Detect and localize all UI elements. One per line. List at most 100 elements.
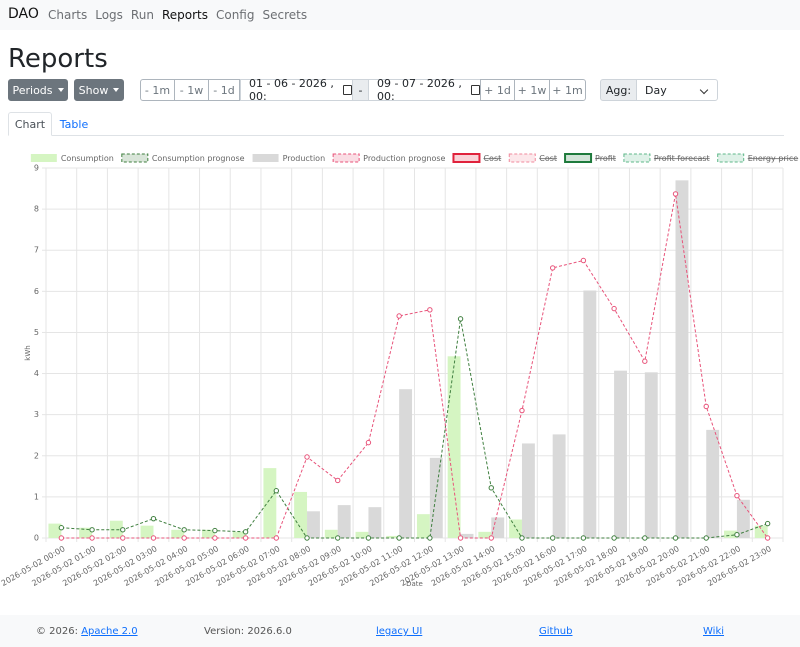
y-tick-label: 0 [34,534,39,543]
legend-item[interactable]: Production [252,154,326,163]
y-tick-label: 4 [34,369,39,378]
legend-item[interactable]: Cost [508,153,557,163]
legend-swatch [564,153,593,163]
point [335,477,341,484]
point [549,265,556,271]
y-tick-label: 7 [34,246,39,255]
legend-item[interactable]: Production prognose [332,153,446,163]
bar [736,499,750,538]
point [519,535,525,541]
bar [675,180,689,539]
brand[interactable]: DAO [8,6,39,22]
legend-item[interactable]: Consumption [30,154,114,163]
periods-button[interactable]: Periods [8,79,68,101]
footer-link: legacy UI [376,626,422,637]
point [672,191,679,197]
version: Version: 2026.6.0 [204,626,292,637]
end-date[interactable]: 09 - 07 - 2026 , 00: [368,77,481,103]
point [365,439,372,446]
legend-label: Consumption prognose [152,154,245,163]
point [58,535,65,541]
forward-button[interactable]: + 1w [514,79,550,101]
point [58,525,65,531]
point [396,313,402,319]
point [335,535,341,541]
license-link[interactable]: Apache 2.0 [81,626,138,637]
point [611,535,617,541]
nav-link[interactable]: Config [215,8,255,22]
nav-link[interactable]: Charts [48,8,88,22]
github-link[interactable]: Github [539,626,573,637]
bar [201,529,215,538]
bar [644,372,658,538]
line [61,318,768,539]
point [427,535,433,541]
legacy-link[interactable]: legacy UI [376,626,423,637]
bar [263,468,277,538]
legend-swatch [332,153,360,163]
point [642,535,648,541]
legend-item[interactable]: Profit [564,153,616,163]
footer: © 2026: Apache 2.0 Version: 2026.6.0 leg… [0,615,800,647]
legend-swatch [508,153,536,163]
calendar-icon [343,85,352,95]
point [488,485,494,491]
bar [355,531,369,538]
bar [706,429,720,538]
legend-label: Profit forecast [654,154,710,163]
agg-select[interactable]: Day [636,79,718,101]
legend-label: Production prognose [363,154,445,163]
bar [324,529,338,538]
legend-swatch [30,154,57,162]
bar [294,491,308,538]
bar [724,530,737,538]
legend-swatch [452,153,481,163]
back-button[interactable]: - 1w [174,79,209,101]
legend-item[interactable]: Consumption prognose [121,153,245,163]
tab[interactable]: Chart [8,112,52,136]
point [764,520,771,527]
bar [140,525,154,538]
point [273,488,280,494]
bar [171,529,185,538]
legend-swatch [717,153,745,163]
bar [614,370,628,538]
agg-label: Agg: [600,79,637,101]
legend-item[interactable]: Energy price [717,153,799,163]
legend-item[interactable]: Profit forecast [623,153,710,163]
back-button[interactable]: - 1m [140,79,175,101]
bar [337,505,351,538]
nav-link[interactable]: Reports [161,8,208,22]
show-button[interactable]: Show [74,79,124,101]
start-date[interactable]: 01 - 06 - 2026 , 00: [240,77,353,103]
bar [48,523,62,538]
forward-button[interactable]: + 1m [549,79,586,101]
point [457,316,464,322]
nav-link[interactable]: Logs [95,8,123,22]
bar [386,535,400,538]
nav-link[interactable]: Run [130,8,154,22]
y-tick-label: 3 [34,410,39,419]
point [734,532,740,538]
tab[interactable]: Table [59,117,89,131]
legend: Consumption Consumption prognose Productio… [30,153,799,163]
point [120,535,126,541]
chevron [699,85,709,95]
point [181,527,187,533]
point [703,535,709,541]
point [457,535,464,541]
point [242,529,249,535]
nav-link[interactable]: Secrets [262,8,308,22]
point [150,535,157,541]
point [764,535,771,541]
wiki-link[interactable]: Wiki [703,626,725,637]
forward-button[interactable]: + 1d [480,79,515,101]
back-button[interactable]: - 1d [208,79,240,101]
point [519,407,525,414]
bar [429,457,443,538]
y-tick-label: 6 [34,287,39,296]
legend-item[interactable]: Cost [452,153,501,163]
